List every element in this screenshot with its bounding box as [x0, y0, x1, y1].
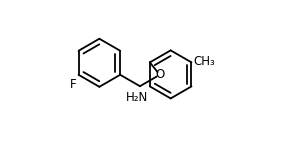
Text: O: O — [155, 68, 164, 81]
Text: H₂N: H₂N — [126, 91, 148, 104]
Text: CH₃: CH₃ — [193, 55, 215, 68]
Text: F: F — [70, 78, 77, 91]
